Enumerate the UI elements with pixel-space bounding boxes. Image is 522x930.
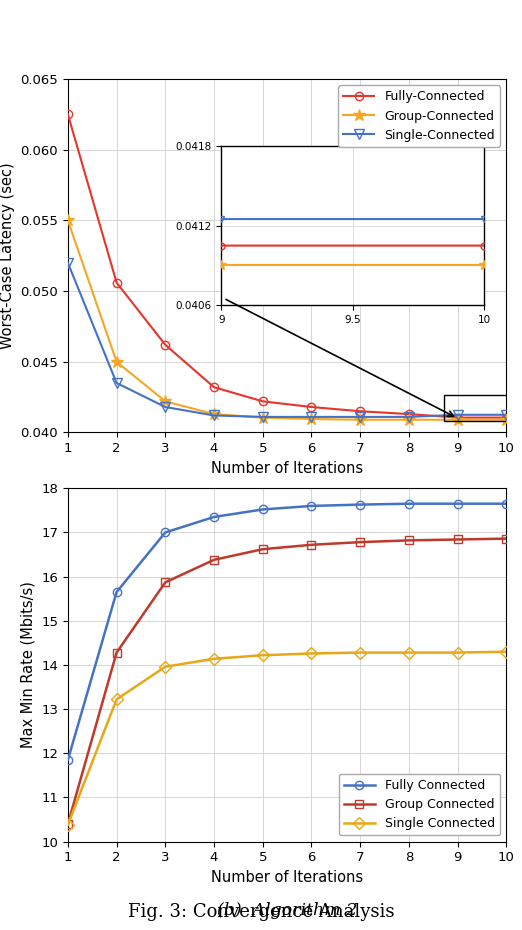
Group Connected [65,818,71,830]
Single-Connected [65,258,71,269]
Fully Connected [357,499,363,511]
Group Connected [211,554,217,565]
Fully Connected [162,527,169,538]
Single Connected [309,648,315,659]
Group-Connected [211,408,217,419]
Single-Connected [455,409,461,420]
Fully-Connected [455,412,461,423]
Fully-Connected [309,402,315,413]
Single-Connected [259,411,266,422]
Legend: Fully-Connected, Group-Connected, Single-Connected: Fully-Connected, Group-Connected, Single… [338,86,500,147]
Legend: Fully Connected, Group Connected, Single Connected: Fully Connected, Group Connected, Single… [339,774,500,835]
Text: Fig. 3: Convergence Analysis: Fig. 3: Convergence Analysis [128,903,394,921]
Line: Group Connected: Group Connected [64,535,511,828]
Group Connected [503,533,509,544]
Fully-Connected [162,339,169,351]
Group-Connected [113,356,120,367]
Single-Connected [357,411,363,422]
Single Connected [65,819,71,830]
Single Connected [113,694,120,705]
Fully Connected [503,498,509,510]
Y-axis label: Worst-Case Latency (sec): Worst-Case Latency (sec) [0,163,15,349]
Group-Connected [309,414,315,425]
Fully-Connected [65,109,71,120]
Single Connected [259,650,266,661]
Single Connected [211,653,217,664]
X-axis label: Number of Iterations: Number of Iterations [211,460,363,476]
Group-Connected [65,215,71,226]
Group Connected [259,544,266,555]
Group-Connected [503,414,509,425]
Text: (b)  Algorithm 2: (b) Algorithm 2 [217,902,357,919]
Single-Connected [406,411,412,422]
Fully-Connected [503,412,509,423]
Fully Connected [113,587,120,598]
Fully-Connected [113,277,120,288]
Fully Connected [211,512,217,523]
Single-Connected [503,409,509,420]
Fully Connected [259,504,266,515]
Line: Single-Connected: Single-Connected [63,258,511,422]
Single-Connected [309,411,315,422]
Fully-Connected [357,405,363,417]
Y-axis label: Max Min Rate (Mbits/s): Max Min Rate (Mbits/s) [20,581,35,749]
Single Connected [455,647,461,658]
Group Connected [162,577,169,588]
Group-Connected [259,412,266,423]
Line: Fully Connected: Fully Connected [64,499,511,764]
Group Connected [455,534,461,545]
Group Connected [406,535,412,546]
Group-Connected [406,414,412,425]
Fully Connected [455,498,461,510]
Group-Connected [162,396,169,407]
Single Connected [162,661,169,672]
Single Connected [406,647,412,658]
Fully-Connected [211,381,217,392]
X-axis label: Number of Iterations: Number of Iterations [211,870,363,885]
Fully-Connected [259,396,266,407]
Group Connected [309,539,315,551]
Group Connected [357,537,363,548]
Single-Connected [113,378,120,389]
Fully Connected [406,498,412,510]
Group-Connected [357,414,363,425]
Fully-Connected [406,408,412,419]
Fully Connected [309,500,315,512]
Line: Group-Connected: Group-Connected [62,214,513,426]
Group Connected [113,647,120,658]
Line: Single Connected: Single Connected [64,647,511,829]
Bar [444,394,519,421]
Single-Connected [162,402,169,413]
Single Connected [357,647,363,658]
Single Connected [503,646,509,658]
Line: Fully-Connected: Fully-Connected [64,111,511,422]
Text: (a)  Algorithm 1: (a) Algorithm 1 [217,493,357,510]
Single-Connected [211,410,217,421]
Fully Connected [65,754,71,765]
Group-Connected [455,414,461,425]
